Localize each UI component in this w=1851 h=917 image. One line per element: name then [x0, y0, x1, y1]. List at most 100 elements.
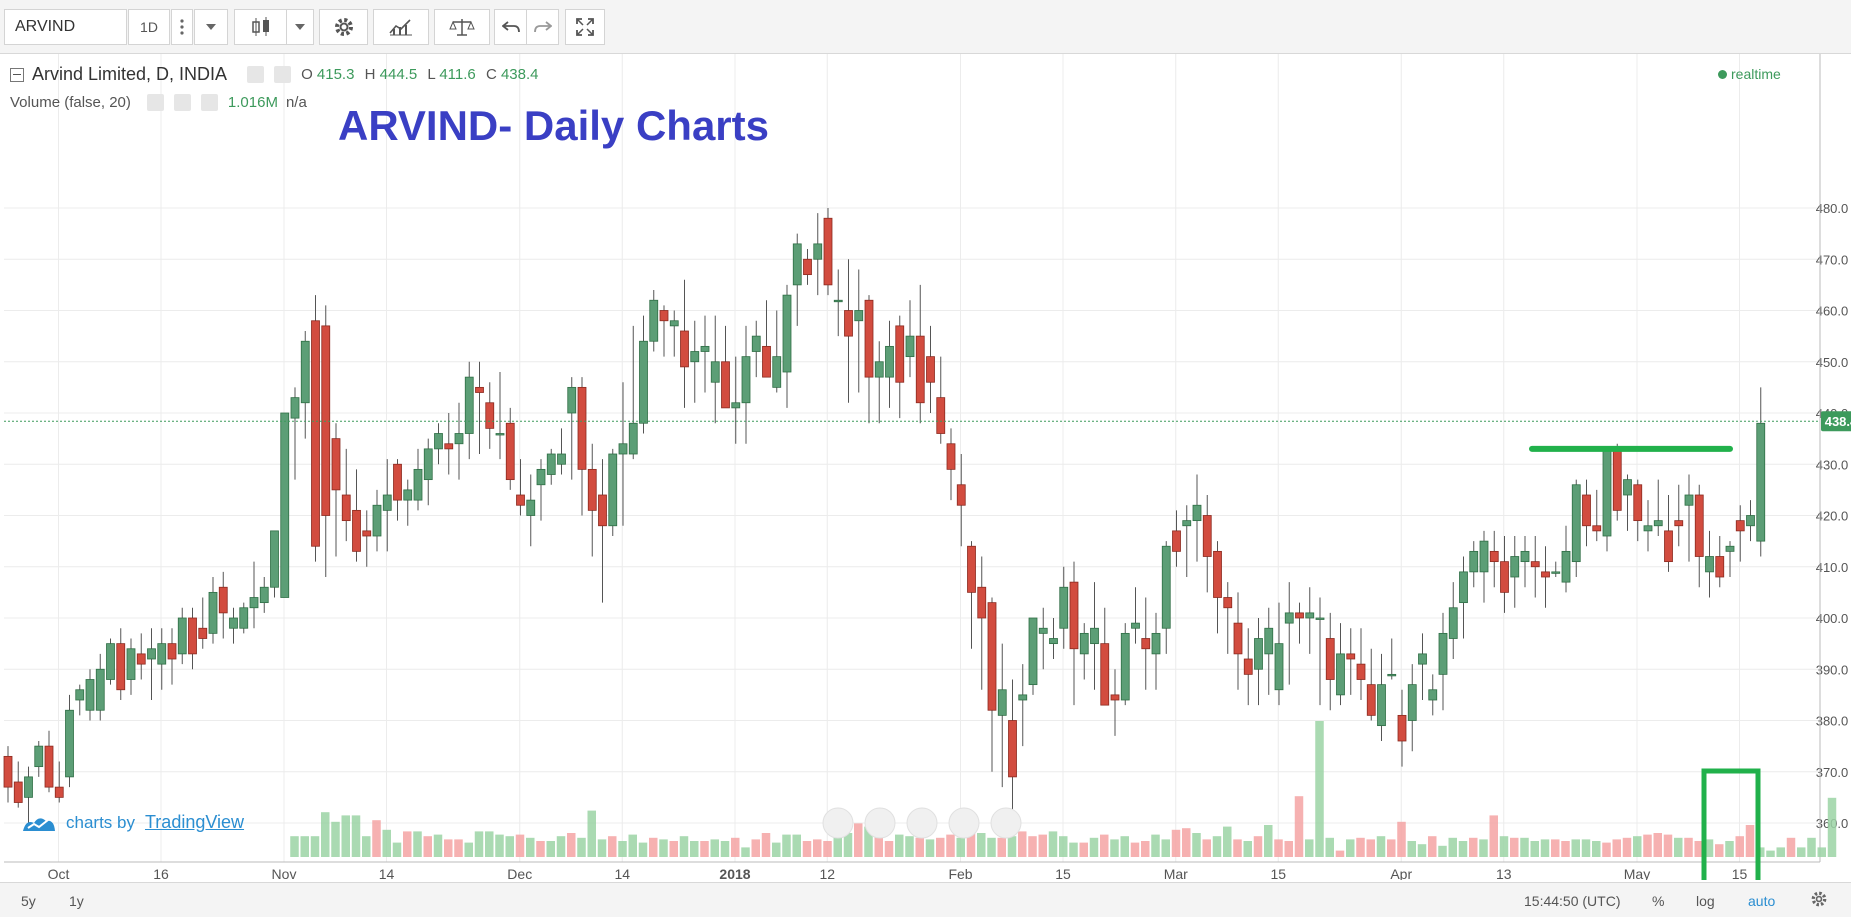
top-toolbar: ARVIND 1D: [0, 0, 1851, 54]
log-button[interactable]: log: [1696, 893, 1715, 909]
tradingview-branding[interactable]: charts by TradingView: [22, 812, 244, 833]
chart-type-dropdown-icon[interactable]: [286, 9, 314, 45]
compare-scale-icon[interactable]: [434, 9, 490, 45]
volume-settings-icon[interactable]: [173, 94, 191, 111]
volume-bar: [1356, 837, 1365, 857]
volume-bar: [813, 839, 822, 857]
auto-button[interactable]: auto: [1748, 893, 1776, 909]
candle-body: [136, 653, 146, 665]
volume-eye-icon[interactable]: [146, 94, 164, 111]
candle-body: [1356, 663, 1366, 680]
x-tick-label: Nov: [272, 866, 297, 880]
candle-body: [1120, 632, 1130, 701]
realtime-label: realtime: [1731, 66, 1781, 82]
eye-icon[interactable]: [247, 66, 265, 83]
candle-body: [1551, 571, 1561, 574]
more-vertical-icon[interactable]: [171, 9, 193, 45]
price-chart[interactable]: 360.0370.0380.0390.0400.0410.0420.0430.0…: [0, 54, 1851, 880]
candle-body: [618, 443, 628, 455]
settings-gear-icon[interactable]: [1810, 890, 1828, 911]
candle-body: [177, 617, 187, 655]
volume-bar: [1704, 839, 1714, 857]
range-1y-button[interactable]: 1y: [69, 893, 84, 909]
candle-body: [1561, 550, 1571, 583]
candle-body: [1602, 448, 1612, 537]
volume-bar: [1469, 837, 1478, 857]
bottom-toolbar: 5y 1y 15:44:50 (UTC) % log auto: [0, 882, 1851, 917]
volume-extra: n/a: [285, 94, 307, 111]
volume-bar: [1735, 836, 1744, 857]
volume-bar: [1663, 834, 1673, 857]
candle-body: [1049, 638, 1058, 645]
candle-body: [280, 412, 290, 598]
volume-bar: [966, 833, 976, 857]
volume-bar: [505, 836, 514, 857]
range-5y-button[interactable]: 5y: [21, 893, 36, 909]
volume-bar: [1100, 834, 1109, 857]
chevron-down-icon[interactable]: [194, 9, 228, 45]
candle-body: [669, 320, 679, 327]
fullscreen-icon[interactable]: [565, 9, 605, 45]
candle-body: [1264, 627, 1274, 655]
volume-bar: [403, 831, 412, 857]
candle-body: [1500, 561, 1509, 593]
candle-body: [956, 484, 966, 506]
y-tick-label: 370.0: [1816, 765, 1849, 780]
volume-bar: [1079, 842, 1088, 857]
volume-bar: [454, 839, 463, 857]
candle-body: [1284, 612, 1294, 624]
volume-bar: [669, 841, 678, 857]
candle-body: [475, 386, 484, 393]
volume-bar: [1633, 836, 1642, 857]
candle-body: [833, 299, 843, 303]
candle-body: [1684, 494, 1694, 506]
interval-button[interactable]: 1D: [128, 9, 170, 45]
candle-body: [34, 745, 44, 768]
candle-body: [1028, 617, 1038, 686]
candle-body: [85, 679, 95, 711]
volume-bar: [1817, 847, 1826, 857]
open-label: O: [301, 66, 313, 83]
volume-bar: [628, 834, 637, 857]
candle-body: [495, 433, 505, 436]
candle-body: [1161, 545, 1171, 629]
candle-body: [526, 499, 536, 516]
volume-bar: [1059, 836, 1068, 857]
gear-icon[interactable]: [319, 9, 368, 45]
candle-body: [1694, 494, 1704, 557]
volume-bar: [1622, 837, 1632, 857]
candle-body: [1366, 684, 1376, 716]
volume-bar: [362, 836, 371, 857]
realtime-dot-icon: [1718, 70, 1727, 79]
branding-link[interactable]: TradingView: [144, 812, 245, 832]
candle-body: [557, 453, 566, 465]
settings-icon[interactable]: [274, 66, 292, 83]
candle-body: [1387, 673, 1397, 677]
volume-close-icon[interactable]: [200, 94, 218, 111]
y-tick-label: 430.0: [1816, 457, 1849, 472]
undo-icon[interactable]: [494, 9, 527, 45]
percent-button[interactable]: %: [1652, 893, 1665, 909]
x-tick-label: Dec: [507, 866, 532, 880]
indicators-icon[interactable]: [373, 9, 429, 45]
candle-body: [13, 781, 23, 803]
candle-body: [1746, 515, 1755, 527]
volume-bar: [1110, 839, 1119, 857]
volume-bar: [1540, 839, 1550, 857]
y-tick-label: 480.0: [1816, 201, 1849, 216]
redo-icon[interactable]: [526, 9, 559, 45]
volume-bar: [649, 837, 658, 857]
volume-bar: [1766, 850, 1775, 857]
volume-bar: [1745, 825, 1755, 857]
volume-bar: [546, 841, 555, 857]
y-tick-label: 420.0: [1816, 509, 1849, 524]
volume-bar: [997, 837, 1006, 857]
close-label: C: [485, 66, 497, 83]
symbol-search-input[interactable]: ARVIND: [4, 9, 127, 45]
volume-bar: [1653, 833, 1662, 857]
zoom-control-button: [822, 807, 854, 839]
candlestick-icon[interactable]: [234, 9, 287, 45]
collapse-icon[interactable]: [10, 67, 24, 82]
volume-bar: [1797, 847, 1806, 857]
volume-bar: [1120, 836, 1129, 857]
